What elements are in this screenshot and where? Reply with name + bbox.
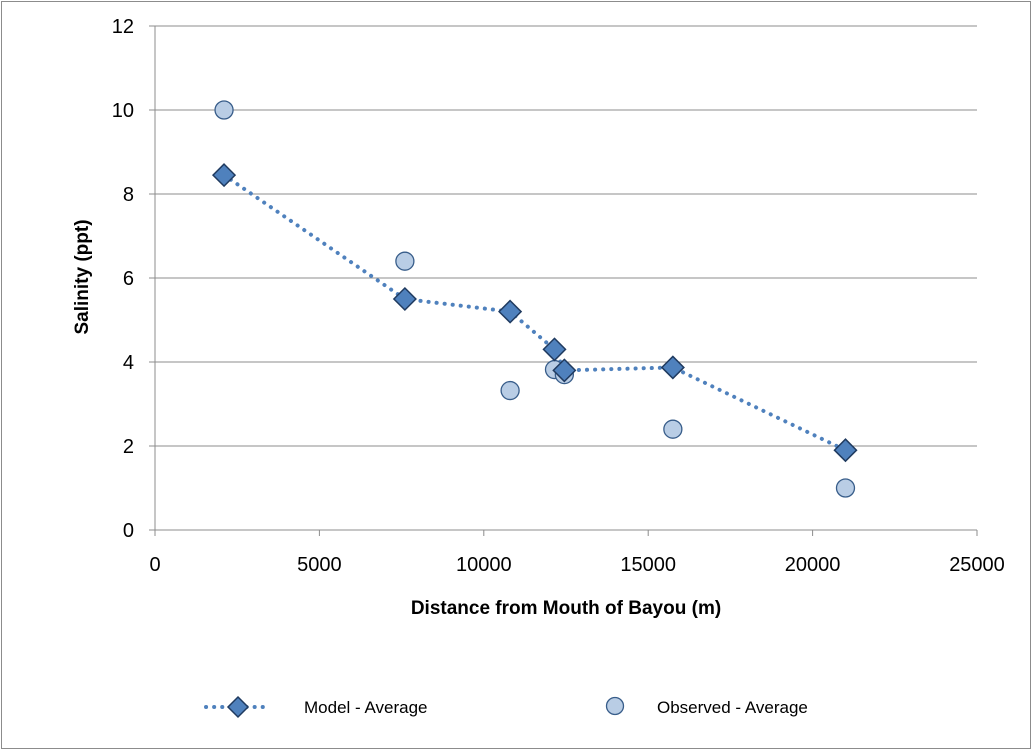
legend-model-label: Model - Average <box>304 698 427 717</box>
y-tick-label-6: 6 <box>123 268 134 290</box>
legend-observed-label: Observed - Average <box>657 698 808 717</box>
legend: Model - Average Observed - Average <box>204 695 808 719</box>
x-tick-label-25000: 25000 <box>949 554 1005 576</box>
observed-point-2 <box>500 380 520 401</box>
model-average-line <box>222 173 848 453</box>
model-point-6 <box>833 438 858 463</box>
model-point-1 <box>392 286 417 312</box>
x-axis-title: Distance from Mouth of Bayou (m) <box>411 598 721 619</box>
model-point-4 <box>552 358 577 383</box>
y-tick-label-2: 2 <box>123 436 134 458</box>
x-tick-label-15000: 15000 <box>620 554 676 576</box>
observed-point-1 <box>395 251 415 271</box>
series-layer <box>211 100 858 498</box>
model-point-3 <box>542 337 567 362</box>
model-point-0 <box>211 163 237 188</box>
y-axis-title: Salinity (ppt) <box>72 219 93 334</box>
axis-layer: 0 2 4 6 8 10 12 0 5000 10000 15000 20000 25000 <box>112 16 1005 576</box>
y-tick-label-10: 10 <box>112 100 134 122</box>
legend-observed-circle-icon <box>605 696 625 716</box>
observed-point-0 <box>214 100 234 120</box>
observed-point-6 <box>835 478 856 498</box>
y-tick-label-4: 4 <box>123 352 134 374</box>
x-tick-label-20000: 20000 <box>785 554 841 576</box>
model-point-5 <box>660 355 685 380</box>
y-tick-label-12: 12 <box>112 16 134 38</box>
x-tick-label-0: 0 <box>149 554 160 576</box>
y-tick-label-8: 8 <box>123 184 134 206</box>
model-point-2 <box>498 299 523 324</box>
legend-model-diamond-icon <box>226 695 250 719</box>
y-tick-label-0: 0 <box>123 520 134 542</box>
x-tick-label-10000: 10000 <box>456 554 512 576</box>
x-tick-label-5000: 5000 <box>297 554 342 576</box>
observed-point-5 <box>663 419 683 439</box>
